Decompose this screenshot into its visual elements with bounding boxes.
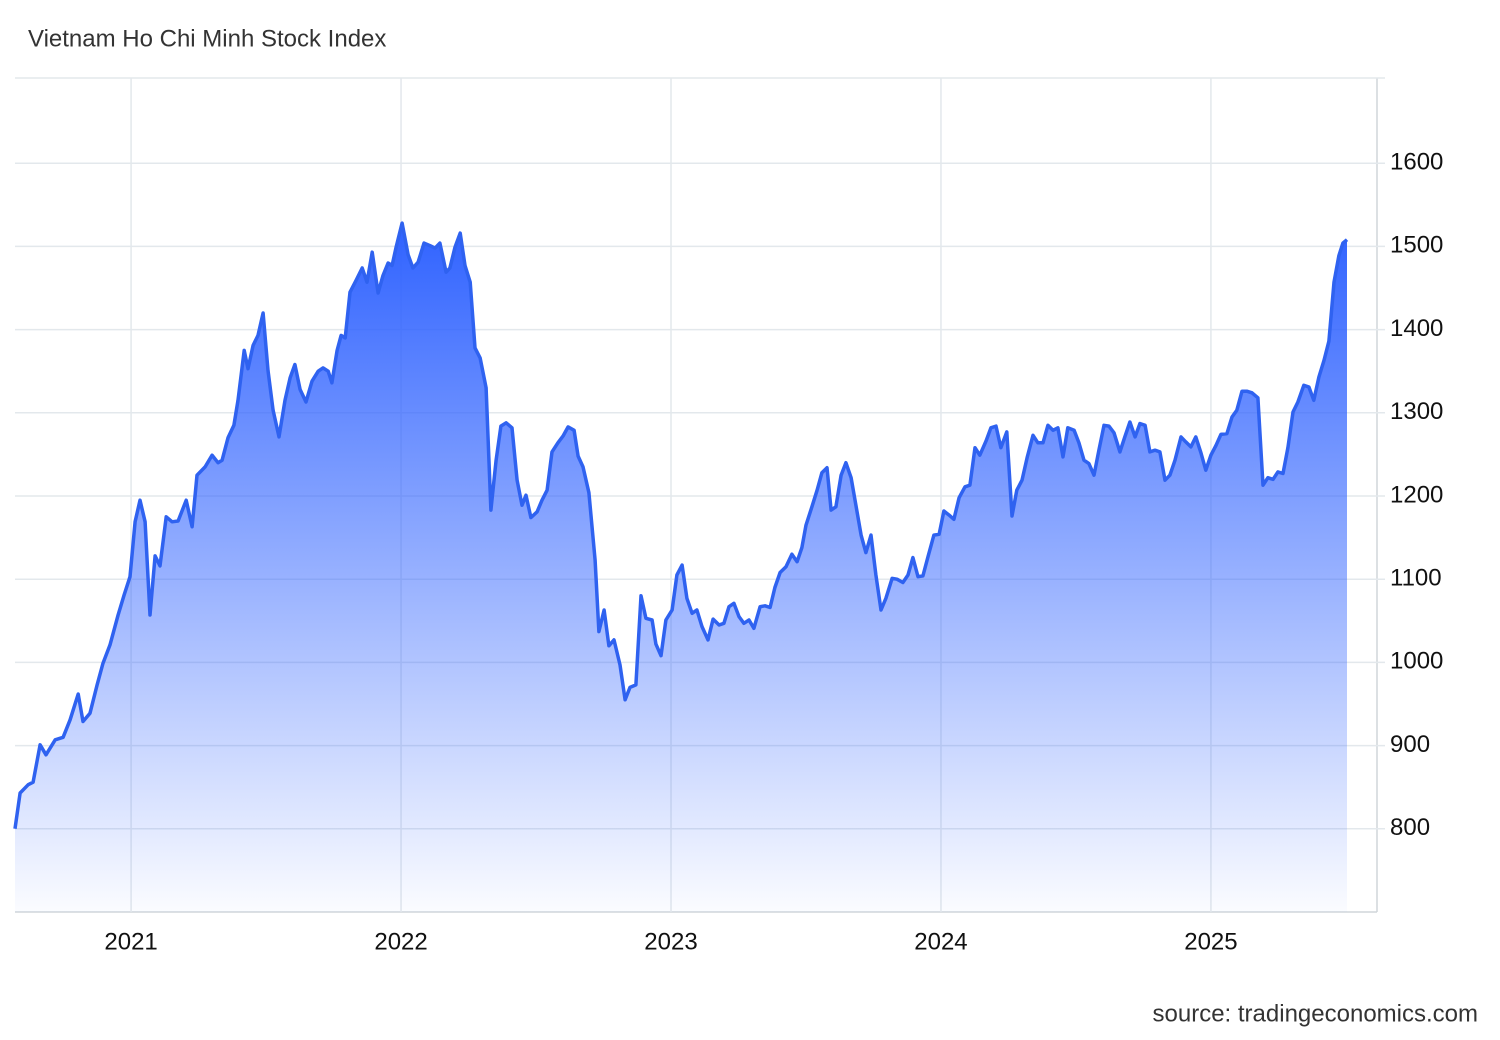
x-tick-label: 2024 bbox=[914, 928, 967, 955]
y-tick-label: 1500 bbox=[1390, 232, 1443, 259]
x-tick-label: 2022 bbox=[374, 928, 427, 955]
y-tick-label: 1600 bbox=[1390, 149, 1443, 176]
y-tick-label: 800 bbox=[1390, 814, 1430, 841]
x-tick-label: 2025 bbox=[1184, 928, 1237, 955]
y-tick-label: 1300 bbox=[1390, 398, 1443, 425]
y-tick-label: 1000 bbox=[1390, 648, 1443, 675]
x-tick-label: 2021 bbox=[104, 928, 157, 955]
chart-title: Vietnam Ho Chi Minh Stock Index bbox=[28, 25, 386, 52]
y-tick-label: 1100 bbox=[1390, 565, 1442, 592]
y-tick-label: 1200 bbox=[1390, 481, 1443, 508]
area-line bbox=[13, 221, 1349, 830]
y-tick-label: 1400 bbox=[1390, 315, 1443, 342]
source: source: tradingeconomics.com bbox=[1153, 1000, 1478, 1027]
x-tick-label: 2023 bbox=[644, 928, 697, 955]
y-tick-label: 900 bbox=[1390, 731, 1430, 758]
